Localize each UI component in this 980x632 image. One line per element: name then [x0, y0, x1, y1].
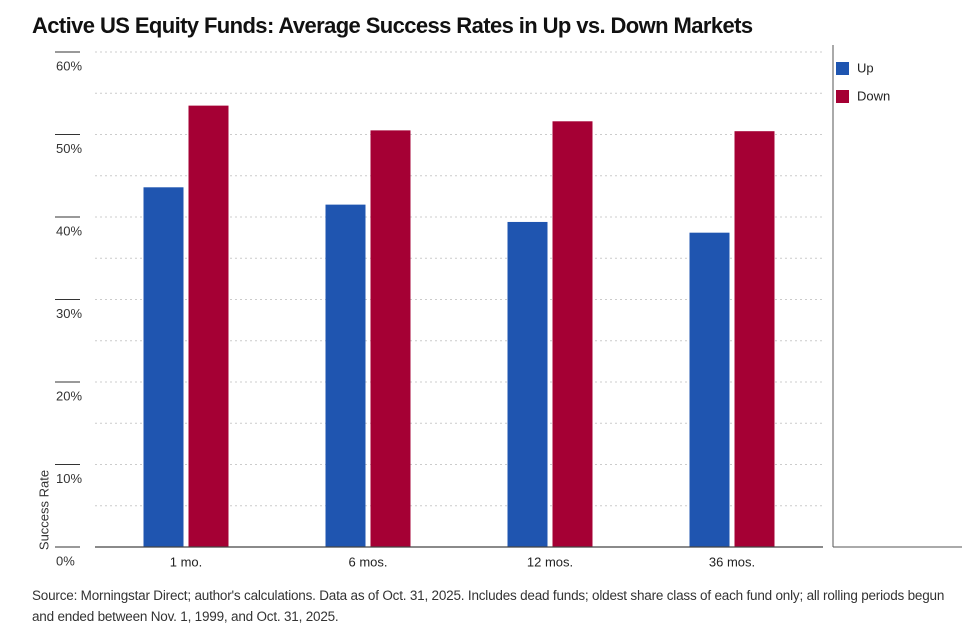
bar [143, 187, 184, 548]
y-tick-label: 10% [56, 471, 82, 486]
legend-label: Down [857, 88, 890, 103]
y-tick-label: 0% [56, 553, 75, 568]
bar [370, 130, 411, 547]
chart-title: Active US Equity Funds: Average Success … [32, 13, 753, 38]
x-tick-label: 12 mos. [527, 554, 573, 569]
y-tick-label: 60% [56, 58, 82, 73]
y-tick-label: 40% [56, 223, 82, 238]
bar [552, 121, 593, 548]
bar [689, 232, 730, 548]
y-tick-label: 20% [56, 388, 82, 403]
x-tick-label: 36 mos. [709, 554, 755, 569]
y-axis-label: Success Rate [36, 470, 51, 550]
y-tick-label: 30% [56, 306, 82, 321]
y-tick-label: 50% [56, 141, 82, 156]
legend-swatch [836, 62, 849, 75]
source-note: Source: Morningstar Direct; author's cal… [32, 588, 945, 624]
bar [188, 105, 229, 547]
bar [507, 221, 548, 547]
bar [734, 131, 775, 547]
x-tick-label: 6 mos. [348, 554, 387, 569]
legend-swatch [836, 90, 849, 103]
bar [325, 204, 366, 547]
legend-label: Up [857, 60, 874, 75]
x-tick-label: 1 mo. [170, 554, 203, 569]
